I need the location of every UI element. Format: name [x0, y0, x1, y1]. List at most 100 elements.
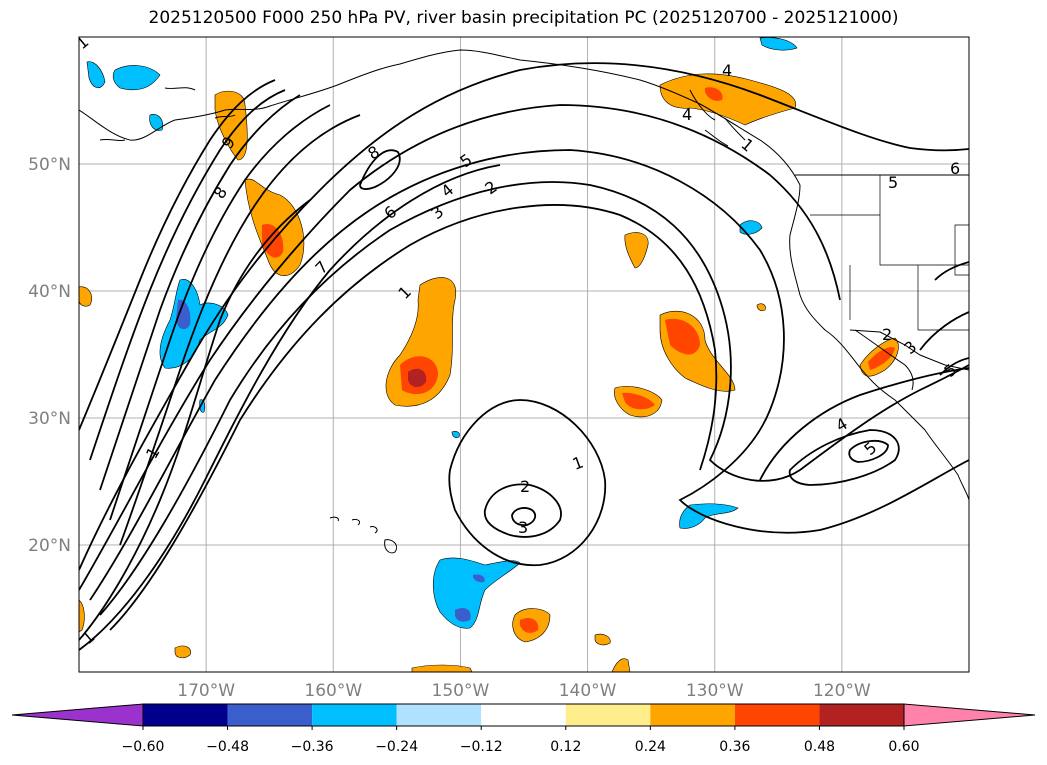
precip-area — [159, 279, 229, 369]
colorbar-tick-labels: −0.60 −0.48 −0.36 −0.24 −0.12 0.12 0.24 0.36 0.4… — [122, 726, 920, 755]
map-frame — [78, 36, 970, 673]
contour-label: 3 — [518, 518, 528, 537]
precip-area — [79, 286, 92, 307]
pv-contour — [89, 89, 286, 461]
contour-label: 2 — [882, 325, 892, 344]
colorbar-tick-label: −0.12 — [460, 739, 503, 755]
precip-area — [659, 73, 797, 126]
precip-area — [705, 87, 723, 101]
pv-contour — [79, 104, 841, 591]
precip-area — [473, 574, 485, 583]
figure-title: 2025120500 F000 250 hPa PV, river basin … — [148, 8, 899, 28]
latitude-labels: 50°N 40°N 30°N 20°N — [28, 155, 71, 556]
precip-area — [79, 599, 85, 633]
precip-area — [451, 431, 460, 438]
colorbar-tick-label: 0.60 — [888, 739, 919, 755]
precip-area — [112, 65, 161, 91]
longitude-labels: 170°W 160°W 150°W 140°W 130°W 120°W — [177, 681, 871, 701]
colorbar-tick-label: −0.24 — [375, 739, 418, 755]
precip-area — [756, 303, 766, 311]
precip-area — [214, 90, 248, 161]
pv-contour — [788, 429, 900, 486]
lat-tick-label: 50°N — [28, 155, 71, 175]
precip-area — [455, 608, 471, 622]
colorbar-extend-low — [11, 703, 144, 727]
precip-area — [411, 664, 473, 672]
contour-label: 2 — [520, 477, 530, 496]
map-background — [79, 37, 969, 672]
coastline-baja — [854, 329, 914, 391]
precip-area — [665, 318, 700, 355]
pv-contour — [448, 399, 607, 566]
colorbar-segment — [819, 704, 904, 726]
border-states — [810, 175, 969, 331]
precip-area — [622, 392, 655, 410]
pv-contour — [119, 114, 361, 546]
contour-label: 4 — [682, 105, 692, 124]
colorbar-segment — [227, 704, 313, 726]
colorbar-tick-label: −0.48 — [206, 739, 249, 755]
pv-contour — [483, 483, 562, 538]
precip-area — [432, 557, 521, 629]
colorbar-segment — [650, 704, 735, 726]
lon-tick-label: 170°W — [177, 681, 235, 701]
colorbar-tick-label: 0.12 — [550, 739, 581, 755]
colorbar-segment — [481, 704, 566, 726]
contour-label: 5 — [888, 173, 898, 192]
colorbar-segment — [312, 704, 397, 726]
lon-tick-label: 130°W — [686, 681, 744, 701]
colorbar — [11, 703, 1036, 727]
precip-area — [759, 37, 798, 51]
lat-tick-label: 20°N — [28, 536, 71, 556]
colorbar-segment — [734, 704, 820, 726]
coastline-north-america — [789, 184, 969, 501]
border-us-mexico — [849, 329, 969, 371]
colorbar-segment — [565, 704, 651, 726]
lon-tick-label: 140°W — [559, 681, 617, 701]
pv-contour — [79, 79, 276, 431]
pv-contour — [759, 367, 969, 481]
precip-area — [149, 114, 163, 131]
lon-tick-label: 160°W — [304, 681, 362, 701]
precip-area — [611, 658, 631, 672]
pv-contours — [79, 62, 969, 651]
precip-area — [624, 232, 649, 269]
pv-contour — [359, 149, 401, 190]
colorbar-segment — [396, 704, 482, 726]
precip-area — [176, 299, 191, 330]
colorbar-tick-label: 0.24 — [635, 739, 666, 755]
coastline-alaska — [79, 49, 801, 186]
precip-area — [86, 61, 106, 89]
lat-tick-label: 40°N — [28, 282, 71, 302]
colorbar-tick-label: −0.60 — [122, 739, 165, 755]
colorbar-tick-label: 0.36 — [719, 739, 750, 755]
coastline-aleutians — [99, 87, 236, 142]
pv-contour — [919, 261, 969, 376]
precip-negative-shading — [86, 37, 798, 629]
map-panel: 1 1 1 1 2 3 1 8 8 9 6 7 4 3 5 2 4 4 6 5 — [78, 36, 970, 673]
colorbar-segment — [143, 704, 228, 726]
precip-area — [174, 645, 191, 659]
pv-contour — [79, 164, 501, 651]
coastlines — [79, 49, 969, 554]
colorbar-extend-high — [903, 703, 1036, 727]
pv-contour — [79, 62, 969, 571]
contour-label: 6 — [950, 159, 960, 178]
precip-area — [520, 618, 539, 633]
precip-area — [408, 368, 427, 388]
pv-contour — [79, 199, 311, 641]
precip-area — [594, 633, 611, 646]
lon-tick-label: 150°W — [432, 681, 490, 701]
pv-contour — [99, 181, 969, 616]
pv-contour — [848, 439, 889, 463]
colorbar-tick-label: −0.36 — [291, 739, 334, 755]
lon-tick-label: 120°W — [813, 681, 871, 701]
pv-contour — [109, 104, 331, 521]
lat-tick-label: 30°N — [28, 409, 71, 429]
colorbar-tick-label: 0.48 — [804, 739, 835, 755]
pv-contour — [109, 204, 718, 631]
pv-contour — [99, 94, 301, 491]
coastline-islands — [689, 89, 746, 147]
pv-contour — [511, 507, 537, 527]
